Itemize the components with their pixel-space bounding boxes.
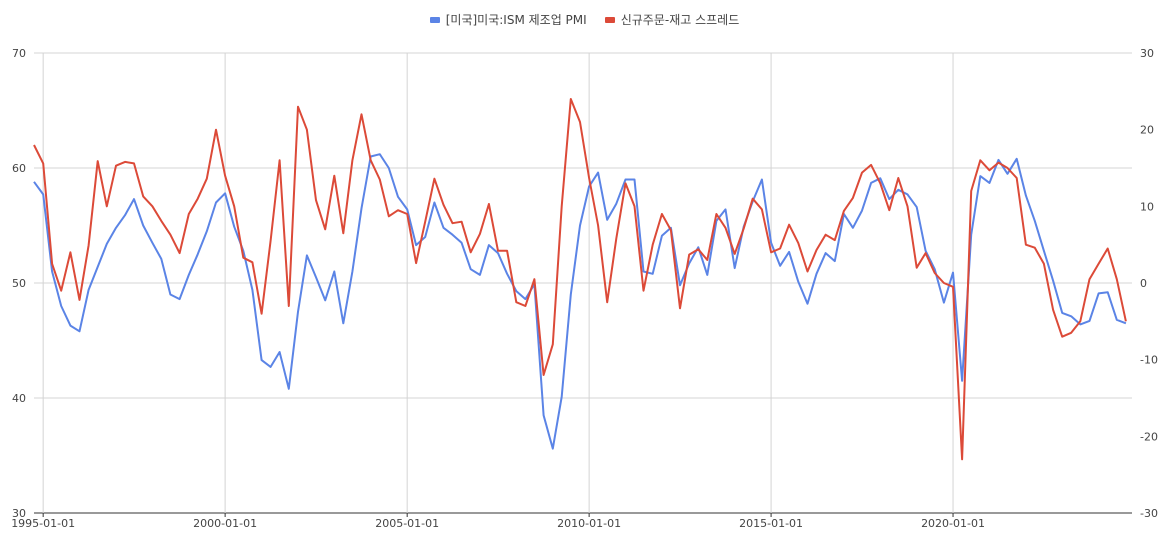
x-tick-label: 2005-01-01 (375, 517, 439, 530)
y-right-tick-label: -20 (1140, 430, 1158, 443)
legend-item-pmi[interactable]: [미국]미국:ISM 제조업 PMI (429, 11, 587, 28)
y-left-tick-label: 60 (12, 162, 26, 175)
x-tick-label: 2000-01-01 (193, 517, 257, 530)
x-tick-label: 1995-01-01 (11, 517, 75, 530)
y-right-tick-label: 0 (1140, 277, 1147, 290)
legend-label-pmi: [미국]미국:ISM 제조업 PMI (445, 13, 587, 27)
series-line-spread (33, 98, 1127, 461)
y-left-tick-label: 40 (12, 392, 26, 405)
legend-label-spread: 신규주문-재고 스프레드 (620, 13, 740, 27)
legend-swatch-pmi (429, 16, 440, 23)
y-right-tick-label: 30 (1140, 47, 1154, 60)
x-tick-label: 2020-01-01 (921, 517, 985, 530)
y-left-tick-label: 50 (12, 277, 26, 290)
y-right-tick-label: -10 (1140, 354, 1158, 367)
x-tick-label: 2010-01-01 (557, 517, 621, 530)
x-tick-label: 2015-01-01 (739, 517, 803, 530)
y-right-tick-label: 10 (1140, 200, 1154, 213)
legend-swatch-spread (604, 16, 615, 23)
series-line-pmi (33, 153, 1127, 450)
y-right-tick-label: 20 (1140, 124, 1154, 137)
legend-item-spread[interactable]: 신규주문-재고 스프레드 (604, 11, 740, 28)
legend: [미국]미국:ISM 제조업 PMI 신규주문-재고 스프레드 (0, 11, 1169, 28)
y-left-tick-label: 70 (12, 47, 26, 60)
y-right-tick-label: -30 (1140, 507, 1158, 520)
y-left-tick-label: 30 (12, 507, 26, 520)
